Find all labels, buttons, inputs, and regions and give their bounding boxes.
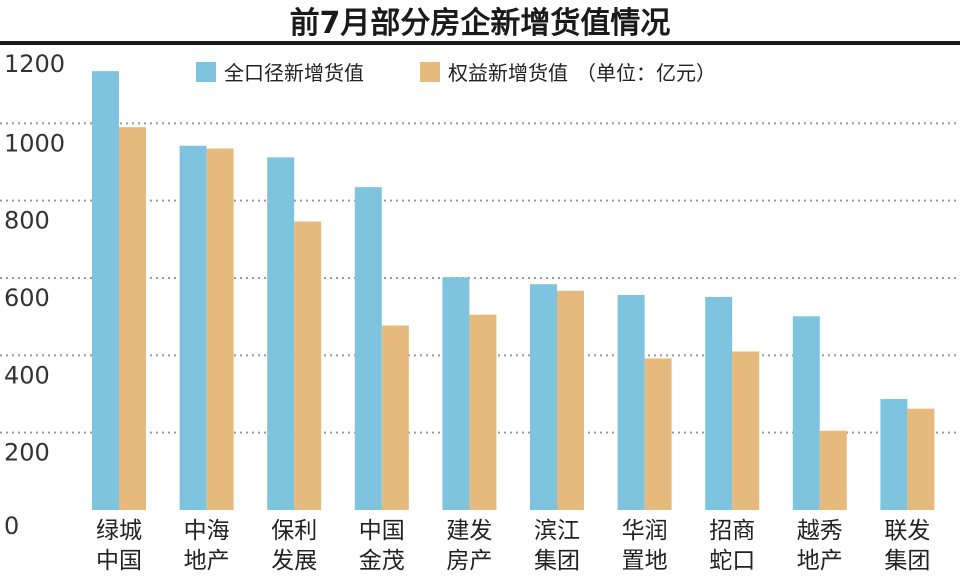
y-tick-label: 600	[4, 284, 50, 312]
bar-equity	[644, 358, 672, 510]
bar-total	[92, 71, 119, 510]
legend: 全口径新增货值 权益新增货值 （单位：亿元）	[196, 61, 716, 85]
category-label: 联发	[884, 518, 930, 544]
category-label: 集团	[884, 548, 930, 574]
bar-total	[705, 296, 733, 510]
category-label: 中国	[96, 548, 142, 574]
bar-equity	[469, 314, 497, 510]
bar-total	[179, 145, 207, 510]
category-label: 地产	[797, 548, 843, 574]
title-rule	[0, 41, 960, 45]
bar-equity	[206, 148, 234, 510]
category-label: 中国	[359, 518, 405, 544]
y-tick-label: 1200	[4, 50, 65, 78]
legend-unit-note: （单位：亿元）	[576, 61, 716, 85]
category-label: 金茂	[359, 548, 405, 574]
y-tick-label: 0	[4, 512, 19, 540]
bar-equity	[907, 408, 935, 510]
y-tick-label: 800	[4, 207, 50, 235]
legend-swatch	[196, 62, 216, 82]
bar-total	[530, 284, 557, 510]
legend-label: 权益新增货值	[448, 61, 568, 85]
bar-total	[267, 157, 295, 511]
bar-equity	[381, 325, 409, 510]
y-tick-label: 400	[4, 361, 50, 389]
bar-total	[442, 277, 470, 510]
bars	[92, 71, 935, 511]
y-axis: 0 200 400 600 800 1000 1200	[4, 50, 65, 540]
category-label: 招商	[709, 518, 755, 544]
bar-total	[617, 295, 645, 510]
bar-total	[792, 316, 820, 510]
y-tick-label: 1000	[4, 129, 65, 157]
category-label: 置地	[622, 548, 668, 574]
category-label: 建发	[446, 518, 492, 544]
category-label: 集团	[534, 548, 580, 574]
bar-total	[354, 187, 382, 510]
bar-equity	[819, 430, 847, 510]
legend-label: 全口径新增货值	[224, 61, 364, 85]
category-label: 保利	[271, 518, 317, 544]
category-label: 越秀	[797, 518, 843, 544]
category-label: 绿城	[96, 518, 142, 544]
bar-equity	[732, 351, 760, 510]
legend-swatch	[420, 62, 440, 82]
bar-equity	[294, 221, 322, 510]
bar-equity	[119, 127, 146, 510]
category-label: 中海	[184, 518, 230, 544]
bar-total	[880, 399, 908, 510]
y-tick-label: 200	[4, 439, 50, 467]
category-label: 蛇口	[709, 548, 755, 574]
bar-equity	[557, 290, 584, 510]
category-label: 房产	[446, 548, 492, 574]
category-label: 发展	[271, 548, 317, 574]
chart-title: 前7月部分房企新增货值情况	[290, 6, 671, 41]
category-label: 华润	[622, 518, 668, 544]
category-label: 地产	[184, 548, 230, 574]
category-label: 滨江	[534, 518, 580, 544]
